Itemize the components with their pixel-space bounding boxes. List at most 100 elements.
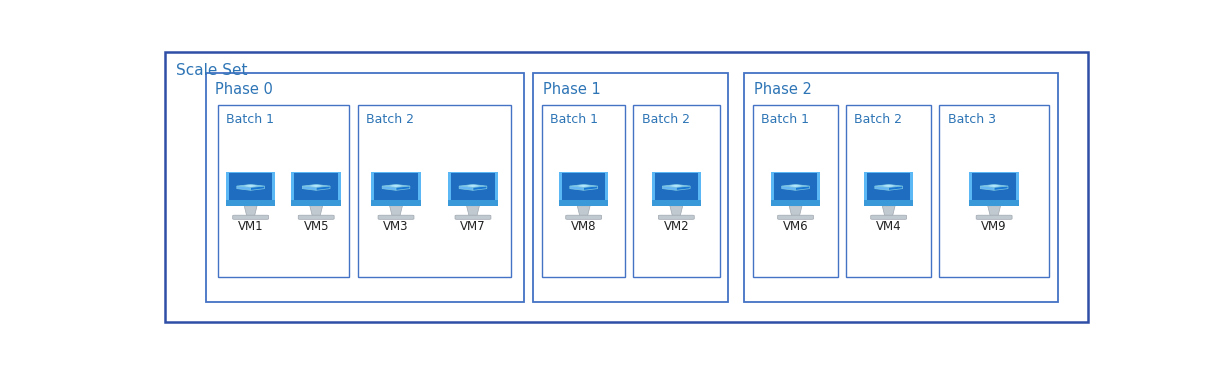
FancyBboxPatch shape xyxy=(229,173,272,205)
Polygon shape xyxy=(981,186,994,190)
Polygon shape xyxy=(570,186,584,190)
Text: VM7: VM7 xyxy=(460,220,485,233)
Text: Batch 2: Batch 2 xyxy=(367,113,414,126)
Polygon shape xyxy=(460,186,473,190)
Polygon shape xyxy=(790,206,802,216)
Polygon shape xyxy=(303,185,330,187)
Polygon shape xyxy=(303,186,316,190)
FancyBboxPatch shape xyxy=(972,173,1016,205)
FancyBboxPatch shape xyxy=(378,215,414,219)
Polygon shape xyxy=(460,185,487,187)
FancyBboxPatch shape xyxy=(226,172,276,206)
FancyBboxPatch shape xyxy=(753,105,839,277)
Polygon shape xyxy=(981,185,1008,187)
FancyBboxPatch shape xyxy=(970,200,1019,206)
Text: Batch 3: Batch 3 xyxy=(948,113,996,126)
Text: Scale Set: Scale Set xyxy=(177,63,248,78)
Polygon shape xyxy=(988,206,1000,216)
FancyBboxPatch shape xyxy=(292,200,341,206)
Text: Batch 2: Batch 2 xyxy=(855,113,902,126)
FancyBboxPatch shape xyxy=(777,215,814,219)
Text: VM8: VM8 xyxy=(571,220,596,233)
FancyBboxPatch shape xyxy=(976,215,1013,219)
Polygon shape xyxy=(237,185,265,187)
FancyBboxPatch shape xyxy=(565,215,602,219)
Polygon shape xyxy=(390,206,402,216)
FancyBboxPatch shape xyxy=(633,105,720,277)
FancyBboxPatch shape xyxy=(298,215,335,219)
Text: VM9: VM9 xyxy=(981,220,1007,233)
Text: Batch 2: Batch 2 xyxy=(641,113,690,126)
Text: Batch 1: Batch 1 xyxy=(761,113,809,126)
FancyBboxPatch shape xyxy=(559,172,608,206)
FancyBboxPatch shape xyxy=(658,215,694,219)
Polygon shape xyxy=(782,185,809,187)
FancyBboxPatch shape xyxy=(206,73,524,302)
FancyBboxPatch shape xyxy=(939,105,1049,277)
FancyBboxPatch shape xyxy=(449,200,498,206)
Polygon shape xyxy=(994,186,1008,190)
Polygon shape xyxy=(889,186,902,190)
FancyBboxPatch shape xyxy=(358,105,511,277)
Text: VM4: VM4 xyxy=(875,220,901,233)
FancyBboxPatch shape xyxy=(846,105,932,277)
FancyBboxPatch shape xyxy=(864,172,913,206)
FancyBboxPatch shape xyxy=(651,172,701,206)
Polygon shape xyxy=(316,186,330,190)
FancyBboxPatch shape xyxy=(744,73,1058,302)
FancyBboxPatch shape xyxy=(233,215,268,219)
FancyBboxPatch shape xyxy=(371,172,421,206)
FancyBboxPatch shape xyxy=(864,200,913,206)
Polygon shape xyxy=(875,185,902,187)
Polygon shape xyxy=(250,186,265,190)
Polygon shape xyxy=(383,186,396,190)
Polygon shape xyxy=(883,206,895,216)
FancyBboxPatch shape xyxy=(449,172,498,206)
Text: Batch 1: Batch 1 xyxy=(227,113,275,126)
Polygon shape xyxy=(662,186,677,190)
FancyBboxPatch shape xyxy=(371,200,421,206)
Text: VM5: VM5 xyxy=(304,220,329,233)
Text: VM6: VM6 xyxy=(782,220,808,233)
Polygon shape xyxy=(244,206,257,216)
FancyBboxPatch shape xyxy=(867,173,911,205)
Polygon shape xyxy=(577,206,590,216)
Polygon shape xyxy=(310,206,322,216)
Polygon shape xyxy=(875,186,889,190)
Polygon shape xyxy=(584,186,597,190)
FancyBboxPatch shape xyxy=(164,52,1089,323)
FancyBboxPatch shape xyxy=(374,173,418,205)
FancyBboxPatch shape xyxy=(562,173,606,205)
Polygon shape xyxy=(796,186,809,190)
FancyBboxPatch shape xyxy=(542,105,625,277)
Text: VM1: VM1 xyxy=(238,220,264,233)
Polygon shape xyxy=(570,185,597,187)
FancyBboxPatch shape xyxy=(455,215,490,219)
Polygon shape xyxy=(383,185,409,187)
Polygon shape xyxy=(677,186,690,190)
FancyBboxPatch shape xyxy=(771,172,820,206)
Polygon shape xyxy=(237,186,250,190)
FancyBboxPatch shape xyxy=(218,105,349,277)
FancyBboxPatch shape xyxy=(559,200,608,206)
Polygon shape xyxy=(782,186,796,190)
Text: Phase 2: Phase 2 xyxy=(754,82,812,97)
Polygon shape xyxy=(662,185,690,187)
Text: Phase 0: Phase 0 xyxy=(215,82,273,97)
FancyBboxPatch shape xyxy=(655,173,698,205)
FancyBboxPatch shape xyxy=(771,200,820,206)
FancyBboxPatch shape xyxy=(533,73,728,302)
Text: VM2: VM2 xyxy=(663,220,689,233)
FancyBboxPatch shape xyxy=(451,173,495,205)
FancyBboxPatch shape xyxy=(226,200,276,206)
FancyBboxPatch shape xyxy=(294,173,338,205)
Polygon shape xyxy=(669,206,683,216)
FancyBboxPatch shape xyxy=(774,173,818,205)
FancyBboxPatch shape xyxy=(292,172,341,206)
FancyBboxPatch shape xyxy=(970,172,1019,206)
Text: Batch 1: Batch 1 xyxy=(550,113,598,126)
Polygon shape xyxy=(473,186,487,190)
Polygon shape xyxy=(467,206,479,216)
FancyBboxPatch shape xyxy=(651,200,701,206)
Text: Phase 1: Phase 1 xyxy=(543,82,601,97)
